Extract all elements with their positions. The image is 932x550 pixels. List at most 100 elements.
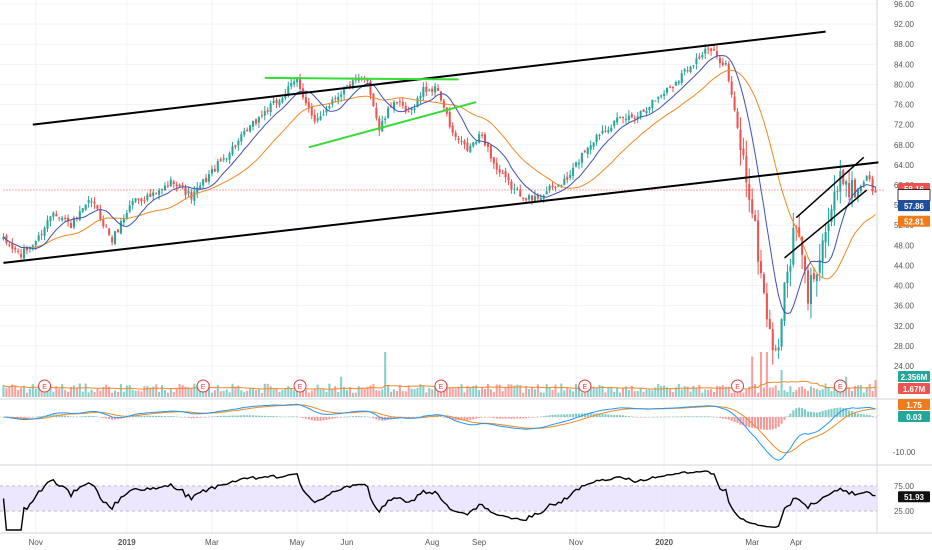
earnings-event-marker[interactable] [434, 379, 448, 393]
macd-histogram-bar [460, 417, 463, 421]
volume-bar [577, 385, 580, 397]
macd-histogram-bar [572, 413, 575, 417]
time-tick-label: Mar [205, 538, 219, 547]
volume-bar [158, 391, 161, 397]
macd-histogram-bar [202, 417, 205, 418]
volume-bar [466, 385, 469, 397]
earnings-event-marker[interactable] [833, 379, 847, 393]
volume-bar [698, 384, 701, 397]
earnings-event-marker[interactable] [38, 379, 52, 393]
volume-bar [842, 389, 845, 397]
earnings-event-marker[interactable] [196, 379, 210, 393]
candle-body [348, 84, 351, 87]
rsi-value-badge: 51.93 [904, 493, 925, 502]
candle-body [733, 96, 736, 111]
volume-bar [301, 390, 304, 397]
earnings-event-marker[interactable] [578, 379, 592, 393]
macd-histogram-bar [745, 417, 748, 427]
wedge-top-line[interactable] [795, 156, 865, 219]
volume-bar [601, 385, 604, 397]
macd-histogram-bar [366, 416, 369, 418]
candle-body [713, 49, 716, 51]
wedge-bottom-line[interactable] [784, 189, 868, 259]
lower-channel-line[interactable] [3, 161, 879, 264]
candle-body [114, 231, 117, 244]
volume-bar [536, 384, 539, 397]
macd-histogram-bar [836, 407, 839, 417]
trendline-layer[interactable] [3, 30, 885, 264]
candle-body [202, 179, 205, 186]
macd-histogram-bar [824, 410, 827, 417]
candle-body [22, 248, 26, 259]
macd-histogram-bar [548, 415, 551, 417]
volume-bar [2, 385, 5, 397]
candle-body [428, 89, 431, 91]
flag-bottom-line[interactable] [308, 101, 477, 149]
price-tick-label: 88.00 [894, 40, 915, 49]
candle-body [205, 177, 208, 182]
time-tick-label: 2019 [118, 538, 136, 547]
macd-histogram-bar [786, 416, 789, 417]
macd-histogram-bar [751, 417, 754, 428]
price-axis[interactable]: 96.00 92.00 88.00 84.00 80.00 76.00 72.00 68.00… [893, 0, 916, 516]
upper-channel-line[interactable] [32, 30, 826, 126]
macd-histogram-bar [187, 417, 190, 418]
candle-body [419, 96, 422, 99]
macd-histogram-bar [827, 409, 830, 417]
volume-bar [116, 392, 120, 397]
volume-bar [304, 389, 307, 397]
candle-body [119, 221, 122, 234]
candle-body [721, 62, 724, 66]
volume-bar [313, 388, 316, 397]
volume-bar [865, 387, 868, 397]
flag-top-line[interactable] [264, 76, 459, 81]
candle-body [93, 201, 96, 204]
volume-bar [111, 392, 114, 397]
volume-bar [372, 384, 375, 397]
macd-histogram-bar [533, 417, 536, 418]
macd-histogram-bar [616, 414, 619, 417]
macd-histogram-bar [105, 417, 108, 419]
macd-histogram-bar [666, 416, 669, 418]
candle-body [451, 125, 454, 133]
candle-body [169, 179, 172, 187]
macd-histogram-bar [2, 417, 5, 418]
macd-histogram-bar [466, 417, 469, 421]
candle-body [759, 261, 763, 274]
candle-body [398, 101, 401, 103]
candle-body [413, 108, 416, 111]
volume-bar [428, 388, 431, 397]
macd-histogram-bar [363, 416, 366, 417]
candle-body [783, 282, 786, 322]
volume-bar [742, 392, 745, 397]
candle-body [43, 227, 46, 236]
volume-bar [357, 386, 360, 397]
candle-body [172, 181, 175, 184]
volume-bar [504, 388, 507, 397]
macd-histogram-bar [108, 417, 111, 420]
volume-bar [645, 389, 648, 397]
macd-histogram-bar [307, 417, 310, 420]
volume-bar [457, 387, 460, 397]
volume-bar [848, 388, 851, 397]
volume-bar [486, 383, 489, 397]
candle-body [630, 114, 633, 118]
volume-bar [789, 386, 792, 397]
volume-bar [557, 392, 560, 397]
volume-bar [343, 386, 346, 397]
macd-histogram-bar [492, 417, 495, 419]
volume-bar [310, 390, 313, 397]
candle-body [768, 319, 771, 330]
candle-body [108, 228, 111, 236]
candle-body [754, 214, 757, 221]
earnings-event-marker[interactable] [731, 379, 745, 393]
candle-body [87, 199, 90, 203]
time-axis[interactable]: Nov 2019 Mar May Jun Aug Sep Nov 2020 Mar Apr [29, 538, 803, 547]
candle-body [387, 107, 390, 118]
macd-histogram-bar [575, 413, 578, 417]
candle-body [504, 171, 507, 178]
volume-bar [319, 389, 322, 397]
earnings-event-marker[interactable] [293, 379, 307, 393]
